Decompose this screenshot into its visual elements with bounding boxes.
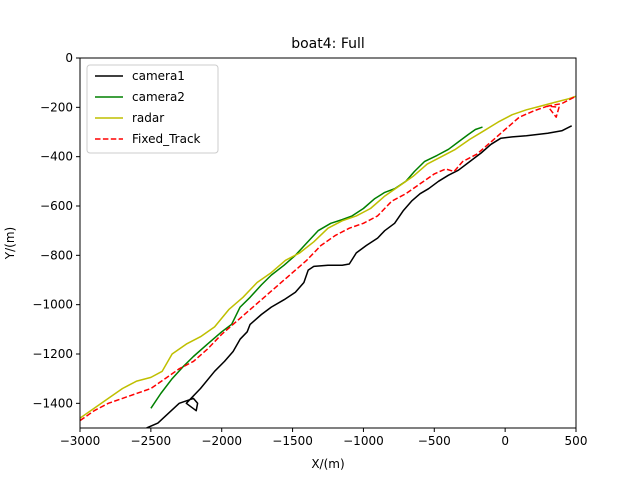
legend-box [86, 64, 219, 154]
y-tick-label: −400 [40, 150, 73, 164]
legend-label: camera1 [132, 69, 185, 83]
y-tick-label: −1200 [32, 347, 73, 361]
x-tick-label: −3000 [60, 434, 101, 448]
chart-title: boat4: Full [291, 36, 365, 52]
y-tick-label: −800 [40, 248, 73, 262]
y-tick-label: 0 [65, 51, 73, 65]
y-tick-label: −200 [40, 100, 73, 114]
x-axis-label: X/(m) [311, 457, 344, 471]
series-line-fixed_track [80, 95, 576, 422]
plot-frame [79, 57, 577, 429]
y-axis-label: Y/(m) [3, 227, 17, 260]
x-tick-label: −1500 [272, 434, 313, 448]
series-line-radar [80, 95, 576, 419]
x-axis: −3000 −2500 −2000 −1500 −1000 −500 0 500 [60, 428, 588, 448]
legend-label: camera2 [132, 90, 185, 104]
series-line-camera2 [150, 126, 483, 409]
y-tick-label: −1400 [32, 396, 73, 410]
x-tick-label: 0 [501, 434, 509, 448]
legend-label: radar [132, 111, 164, 125]
y-tick-label: −1000 [32, 298, 73, 312]
legend-label: Fixed_Track [132, 132, 201, 146]
x-tick-label: −2000 [201, 434, 242, 448]
x-tick-label: −1000 [343, 434, 384, 448]
legend: camera1 camera2 radar Fixed_Track [86, 64, 219, 154]
x-tick-label: −2500 [131, 434, 172, 448]
x-tick-label: −500 [418, 434, 451, 448]
series-line-camera1 [146, 125, 573, 428]
x-tick-label: 500 [565, 434, 588, 448]
y-axis: 0 −200 −400 −600 −800 −1000 −1200 −1400 [32, 51, 80, 410]
y-tick-label: −600 [40, 199, 73, 213]
series-layer [80, 95, 576, 428]
